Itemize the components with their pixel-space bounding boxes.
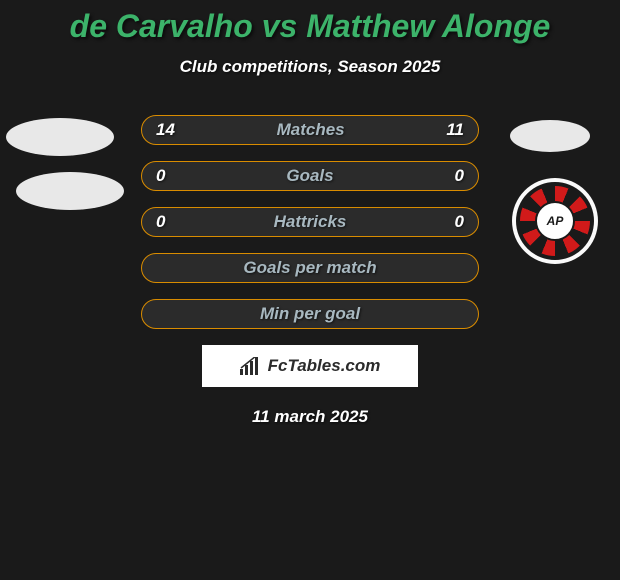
stat-right-value: 0 (455, 212, 464, 232)
stat-right-value: 0 (455, 166, 464, 186)
stat-right-value: 11 (446, 120, 464, 140)
page-title: de Carvalho vs Matthew Alonge (0, 0, 620, 45)
stat-row-goals: 0 Goals 0 (141, 161, 479, 191)
stat-row-hattricks: 0 Hattricks 0 (141, 207, 479, 237)
stat-left-value: 0 (156, 166, 165, 186)
stat-label: Goals (286, 166, 333, 186)
stat-left-value: 14 (156, 120, 175, 140)
branding-text: FcTables.com (268, 356, 381, 376)
stat-label: Goals per match (243, 258, 376, 278)
stats-container: 14 Matches 11 0 Goals 0 0 Hattricks 0 Go… (0, 115, 620, 329)
chart-icon (240, 357, 262, 375)
date-label: 11 march 2025 (0, 407, 620, 427)
stat-row-min-per-goal: Min per goal (141, 299, 479, 329)
subtitle: Club competitions, Season 2025 (0, 57, 620, 77)
stat-row-matches: 14 Matches 11 (141, 115, 479, 145)
stat-row-goals-per-match: Goals per match (141, 253, 479, 283)
stat-left-value: 0 (156, 212, 165, 232)
stat-label: Matches (277, 120, 345, 140)
stat-label: Hattricks (274, 212, 347, 232)
stat-label: Min per goal (260, 304, 360, 324)
branding-badge: FcTables.com (202, 345, 418, 387)
